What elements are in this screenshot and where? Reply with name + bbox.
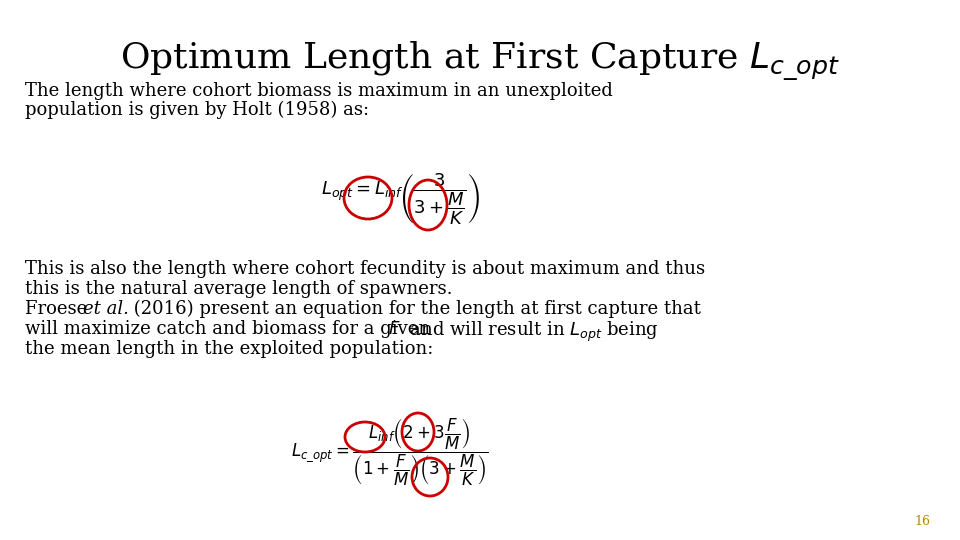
Text: will maximize catch and biomass for a given: will maximize catch and biomass for a gi… [25, 320, 436, 338]
Text: and will result in $L_{opt}$ being: and will result in $L_{opt}$ being [404, 320, 659, 344]
Text: this is the natural average length of spawners.: this is the natural average length of sp… [25, 280, 452, 298]
Text: The length where cohort biomass is maximum in an unexploited: The length where cohort biomass is maxim… [25, 82, 612, 100]
Text: (2016) present an equation for the length at first capture that: (2016) present an equation for the lengt… [128, 300, 701, 318]
Text: $L_{c\_opt} = \dfrac{L_{inf}\left(2 + 3\dfrac{F}{M}\right)}{\left(1 + \dfrac{F}{: $L_{c\_opt} = \dfrac{L_{inf}\left(2 + 3\… [292, 416, 489, 488]
Text: population is given by Holt (1958) as:: population is given by Holt (1958) as: [25, 101, 370, 119]
Text: Optimum Length at First Capture $L_{c\_opt}$: Optimum Length at First Capture $L_{c\_o… [120, 40, 840, 83]
Text: $F$: $F$ [388, 320, 400, 338]
Text: $L_{opt} = L_{inf}\left(\dfrac{3}{3 + \dfrac{M}{K}}\right)$: $L_{opt} = L_{inf}\left(\dfrac{3}{3 + \d… [321, 171, 479, 226]
Text: Froese: Froese [25, 300, 93, 318]
Text: the mean length in the exploited population:: the mean length in the exploited populat… [25, 340, 433, 358]
Text: et al.: et al. [83, 300, 129, 318]
Text: This is also the length where cohort fecundity is about maximum and thus: This is also the length where cohort fec… [25, 260, 706, 278]
Text: 16: 16 [914, 515, 930, 528]
